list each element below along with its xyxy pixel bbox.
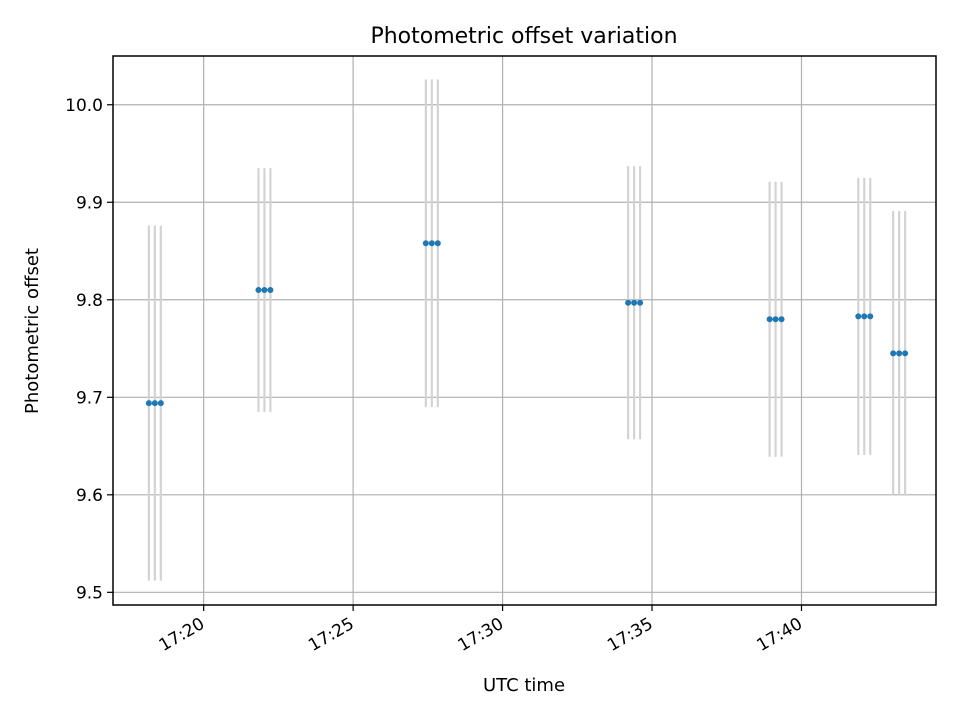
data-point xyxy=(434,240,441,247)
data-point xyxy=(778,316,785,323)
y-tick-label: 9.7 xyxy=(76,388,103,408)
plot-frame xyxy=(112,55,937,606)
y-axis-label: Photometric offset xyxy=(22,248,43,414)
x-axis-ticks: 17:20 17:25 17:30 17:35 17:40 xyxy=(156,605,806,656)
data-point xyxy=(766,316,773,323)
data-point xyxy=(861,313,868,320)
data-point xyxy=(157,400,164,407)
x-axis-label: UTC time xyxy=(483,675,565,696)
data-point xyxy=(867,313,874,320)
grid xyxy=(113,56,936,605)
data-point xyxy=(772,316,779,323)
x-tick-label: 17:25 xyxy=(305,614,357,656)
data-point xyxy=(261,287,268,294)
y-tick-label: 9.9 xyxy=(76,193,103,213)
y-tick-label: 9.5 xyxy=(76,583,103,603)
data-point xyxy=(631,299,638,306)
chart-title: Photometric offset variation xyxy=(370,24,677,49)
x-tick-label: 17:35 xyxy=(604,614,656,656)
data-point xyxy=(902,350,909,357)
data-point xyxy=(890,350,897,357)
data-point xyxy=(855,313,862,320)
data-points xyxy=(145,240,909,407)
y-tick-label: 9.8 xyxy=(76,291,103,311)
data-point xyxy=(267,287,274,294)
error-bars xyxy=(147,79,907,581)
x-tick-label: 17:40 xyxy=(754,614,806,656)
x-tick-label: 17:20 xyxy=(156,614,208,656)
data-point xyxy=(896,350,903,357)
y-axis-ticks: 9.5 9.6 9.7 9.8 9.9 10.0 xyxy=(65,96,113,603)
data-point xyxy=(151,400,158,407)
data-point xyxy=(428,240,435,247)
x-tick-label: 17:30 xyxy=(455,614,507,656)
data-point xyxy=(145,400,152,407)
y-tick-label: 9.6 xyxy=(76,486,103,506)
data-point xyxy=(255,287,262,294)
data-point xyxy=(637,299,644,306)
data-point xyxy=(625,299,632,306)
data-point xyxy=(422,240,429,247)
y-tick-label: 10.0 xyxy=(65,96,103,116)
